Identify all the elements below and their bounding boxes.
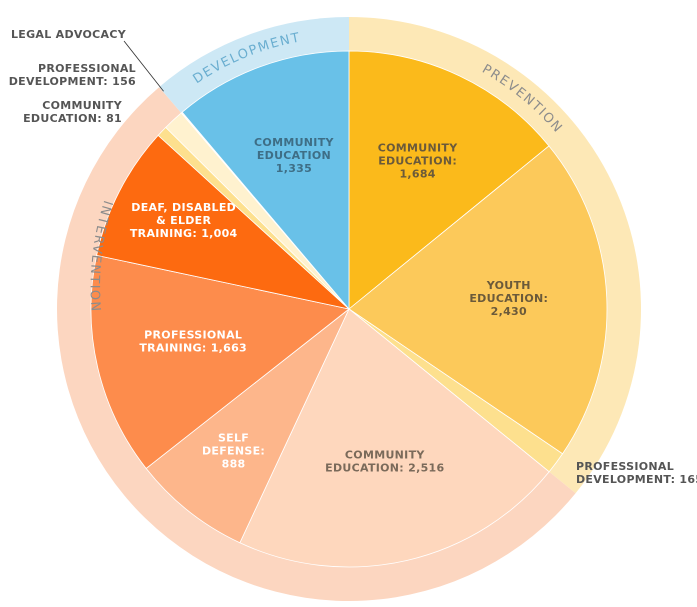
label-community-education-2-516: COMMUNITY EDUCATION: 2,516 [325,448,444,474]
pie-slices [90,50,608,568]
label-professional-training-1-663: PROFESSIONAL TRAINING: 1,663 [139,329,247,355]
label-legal-advocacy: LEGAL ADVOCACY [11,28,127,41]
slice-youth-education-2-430 [348,145,608,455]
slice-community-education-2-516 [239,308,550,568]
label-professional-development-156: PROFESSIONAL DEVELOPMENT: 156 [9,62,136,88]
label-community-education-81: COMMUNITY EDUCATION: 81 [23,99,123,125]
leader-line [123,40,164,92]
label-deaf-disabled-elder-training-1-004: DEAF, DISABLED & ELDER TRAINING: 1,004 [130,201,238,240]
slice-labels: COMMUNITY EDUCATION: 1,684 YOUTH EDUCATION: 2… [9,28,697,486]
slice-community-education-1-335 [181,50,350,311]
slice-deaf-disabled-elder-training-1-004 [96,134,351,310]
label-self-defense-888: SELF DEFENSE: 888 [202,432,265,471]
label-community-education-1-335: COMMUNITY EDUCATION 1,335 [254,136,334,175]
label-youth-education-2-430: YOUTH EDUCATION: 2,430 [469,279,548,318]
label-professional-development-165: PROFESSIONAL DEVELOPMENT: 165 [576,460,697,486]
slice-professional-training-1-663 [90,254,350,470]
slice-self-defense-888 [145,308,350,544]
label-community-education-1-684: COMMUNITY EDUCATION: 1,684 [378,142,458,181]
slice-community-education-1-684 [348,50,550,310]
